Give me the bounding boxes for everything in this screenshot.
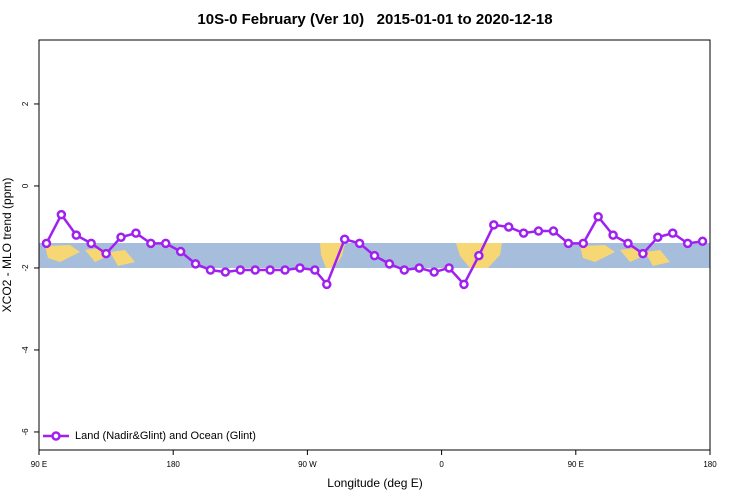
point bbox=[56, 209, 67, 220]
point bbox=[146, 238, 156, 249]
point bbox=[190, 259, 201, 269]
x-tick-label: 90 W bbox=[298, 460, 317, 469]
point bbox=[160, 238, 171, 249]
point bbox=[265, 265, 275, 275]
point bbox=[489, 220, 499, 230]
x-tick-label: 90 E bbox=[31, 460, 47, 469]
point bbox=[608, 230, 618, 240]
point bbox=[593, 211, 603, 222]
point bbox=[444, 263, 454, 273]
point bbox=[533, 226, 544, 236]
x-tick-label: 0 bbox=[439, 460, 444, 469]
x-axis-label: Longitude (deg E) bbox=[327, 476, 422, 490]
point bbox=[310, 265, 320, 275]
plot-frame bbox=[38, 39, 711, 451]
point bbox=[280, 265, 290, 275]
point bbox=[71, 230, 82, 240]
point bbox=[623, 238, 633, 249]
point bbox=[354, 238, 365, 249]
y-tick-label: 2 bbox=[21, 101, 30, 106]
point bbox=[503, 222, 514, 232]
legend-label: Land (Nadir&Glint) and Ocean (Glint) bbox=[75, 430, 256, 442]
point bbox=[697, 236, 708, 247]
point bbox=[295, 263, 305, 273]
point bbox=[250, 265, 260, 275]
point bbox=[518, 228, 529, 238]
y-axis-label: XCO2 - MLO trend (ppm) bbox=[0, 178, 14, 313]
point bbox=[682, 238, 693, 249]
point bbox=[339, 234, 350, 245]
point bbox=[175, 246, 186, 257]
point bbox=[653, 232, 663, 242]
point bbox=[638, 248, 648, 259]
point bbox=[399, 265, 410, 275]
point bbox=[414, 263, 424, 273]
y-tick-label: 0 bbox=[21, 183, 30, 188]
point bbox=[459, 279, 469, 290]
y-tick-label: -2 bbox=[21, 264, 30, 272]
point bbox=[578, 238, 589, 249]
point bbox=[563, 238, 574, 249]
point bbox=[322, 279, 332, 290]
point bbox=[86, 238, 96, 249]
x-tick-label: 180 bbox=[703, 460, 717, 469]
point bbox=[369, 250, 380, 261]
point bbox=[384, 259, 395, 269]
chart-title: 10S-0 February (Ver 10) 2015-01-01 to 20… bbox=[197, 11, 552, 28]
point bbox=[474, 250, 484, 261]
point bbox=[131, 228, 141, 238]
land bbox=[45, 245, 135, 266]
legend-marker bbox=[51, 431, 61, 441]
x-tick-label: 180 bbox=[167, 460, 181, 469]
point bbox=[41, 238, 52, 249]
point bbox=[116, 232, 126, 242]
land bbox=[580, 245, 670, 266]
point bbox=[429, 267, 439, 277]
point bbox=[667, 228, 678, 238]
y-tick-label: -4 bbox=[21, 346, 30, 354]
point bbox=[220, 267, 231, 277]
point bbox=[205, 265, 216, 275]
point bbox=[548, 226, 559, 236]
x-tick-label: 90 E bbox=[568, 460, 584, 469]
point bbox=[235, 265, 246, 275]
point bbox=[101, 248, 111, 259]
y-tick-label: -6 bbox=[21, 428, 30, 436]
land bbox=[320, 243, 345, 268]
